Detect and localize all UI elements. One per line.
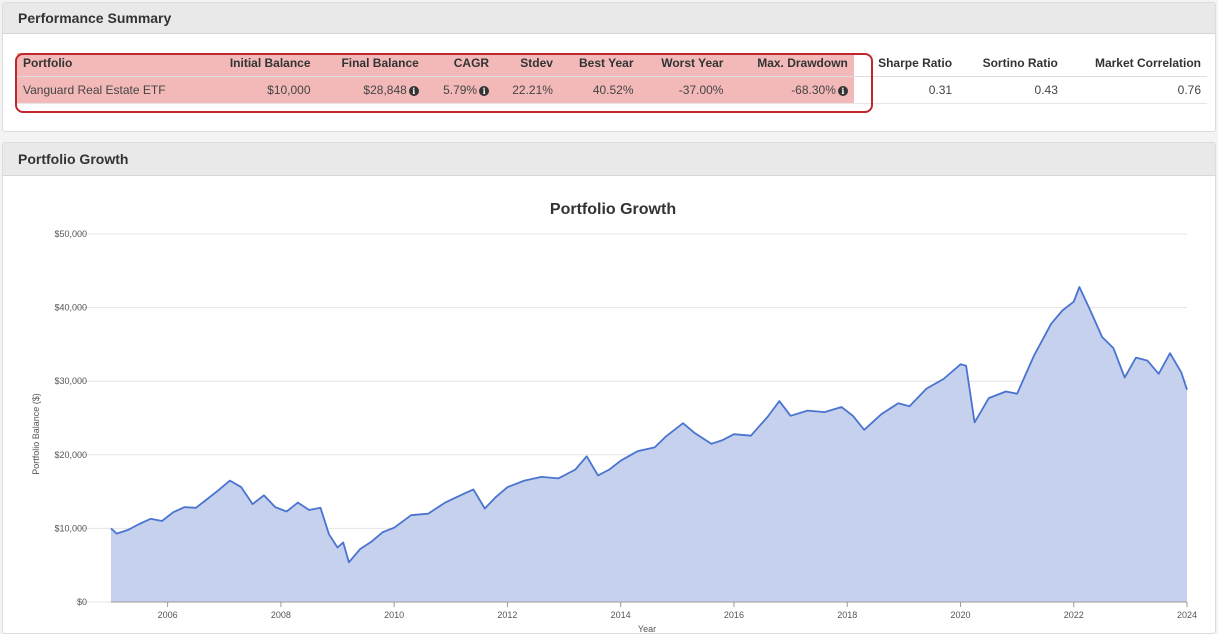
y-tick-label: $50,000 — [54, 229, 87, 239]
x-tick-label: 2010 — [384, 610, 404, 620]
chart-title: Portfolio Growth — [550, 201, 676, 218]
col-sortino-ratio: Sortino Ratio — [958, 53, 1064, 77]
x-tick-label: 2018 — [837, 610, 857, 620]
cagr-value: 5.79% — [443, 83, 478, 97]
cell-final-balance: $28,848 i — [316, 76, 425, 104]
performance-summary-title: Performance Summary — [3, 3, 1215, 34]
portfolio-growth-chart: Portfolio Growth $0 $10,000 $20,000 $30,000… — [31, 201, 1197, 632]
col-initial-balance: Initial Balance — [204, 53, 317, 77]
y-tick-label: $20,000 — [54, 450, 87, 460]
cell-initial-balance: $10,000 — [204, 76, 317, 104]
x-tick-label: 2012 — [497, 610, 517, 620]
table-header-row: Portfolio Initial Balance Final Balance … — [17, 53, 1207, 77]
col-best-year: Best Year — [558, 53, 640, 77]
cell-worst-year: -37.00% — [639, 76, 730, 104]
series-area-fill — [111, 287, 1187, 602]
cell-cagr: 5.79% i — [424, 76, 496, 104]
max-drawdown-value: -68.30% — [791, 83, 836, 97]
col-final-balance: Final Balance — [316, 53, 425, 77]
y-tick-label: $10,000 — [54, 523, 87, 533]
series-line — [110, 286, 1188, 564]
performance-summary-panel: Performance Summary Portfolio Initial Ba… — [2, 2, 1216, 132]
x-tick-label: 2008 — [271, 610, 291, 620]
x-axis-label: Year — [638, 624, 656, 632]
cell-sortino-ratio: 0.43 — [958, 76, 1064, 104]
table-row: Vanguard Real Estate ETF $10,000 $28,848… — [17, 76, 1207, 104]
y-axis-label: Portfolio Balance ($) — [31, 393, 41, 475]
y-tick-label: $40,000 — [54, 303, 87, 313]
cell-market-correlation: 0.76 — [1063, 76, 1207, 104]
x-tick-label: 2024 — [1177, 610, 1197, 620]
x-tick-label: 2022 — [1064, 610, 1084, 620]
col-worst-year: Worst Year — [639, 53, 730, 77]
cell-sharpe-ratio: 0.31 — [853, 76, 959, 104]
y-axis-ticks: $0 $10,000 $20,000 $30,000 $40,000 $50,000 — [54, 229, 87, 607]
cell-portfolio: Vanguard Real Estate ETF — [17, 76, 205, 104]
col-stdev: Stdev — [495, 53, 559, 77]
portfolio-growth-panel-title: Portfolio Growth — [3, 143, 1215, 176]
x-tick-label: 2014 — [611, 610, 631, 620]
col-market-correlation: Market Correlation — [1063, 53, 1207, 77]
x-tick-label: 2006 — [158, 610, 178, 620]
y-tick-label: $0 — [77, 597, 87, 607]
cell-max-drawdown: -68.30% i — [729, 76, 854, 104]
col-sharpe-ratio: Sharpe Ratio — [853, 53, 959, 77]
info-icon[interactable]: i — [408, 85, 419, 96]
performance-table: Portfolio Initial Balance Final Balance … — [17, 53, 1207, 104]
cell-stdev: 22.21% — [495, 76, 559, 104]
y-tick-label: $30,000 — [54, 376, 87, 386]
chart-area-layer — [110, 286, 1188, 602]
col-max-drawdown: Max. Drawdown — [729, 53, 854, 77]
final-balance-value: $28,848 — [363, 83, 407, 97]
info-icon[interactable]: i — [479, 85, 490, 96]
cell-best-year: 40.52% — [558, 76, 640, 104]
info-icon[interactable]: i — [837, 85, 848, 96]
col-portfolio: Portfolio — [17, 53, 205, 77]
portfolio-growth-panel: Portfolio Growth Portfolio Growth $0 $10,… — [2, 142, 1216, 634]
x-tick-label: 2016 — [724, 610, 744, 620]
x-axis-ticks: 2006 2008 2010 2012 2014 2016 2018 2020 2022 2024 — [111, 601, 1197, 620]
x-tick-label: 2020 — [950, 610, 970, 620]
col-cagr: CAGR — [424, 53, 496, 77]
